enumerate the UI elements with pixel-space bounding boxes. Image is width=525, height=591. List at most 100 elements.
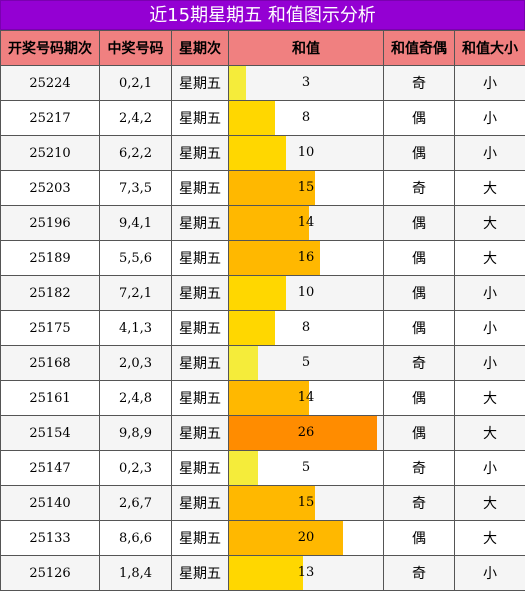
numbers-cell: 5,5,6 (100, 241, 172, 276)
weekday-cell: 星期五 (172, 171, 229, 206)
issue-cell: 25189 (1, 241, 100, 276)
header-weekday: 星期次 (172, 31, 229, 66)
numbers-cell: 0,2,1 (100, 66, 172, 101)
numbers-cell: 6,2,2 (100, 136, 172, 171)
weekday-cell: 星期五 (172, 416, 229, 451)
sum-value: 8 (229, 101, 383, 135)
header-parity: 和值奇偶 (384, 31, 455, 66)
issue-cell: 25140 (1, 486, 100, 521)
parity-cell: 偶 (384, 276, 455, 311)
size-cell: 大 (455, 241, 525, 276)
sum-cell: 15 (229, 486, 384, 521)
issue-cell: 25154 (1, 416, 100, 451)
parity-cell: 奇 (384, 451, 455, 486)
size-cell: 大 (455, 521, 525, 556)
size-cell: 大 (455, 381, 525, 416)
issue-cell: 25147 (1, 451, 100, 486)
issue-cell: 25182 (1, 276, 100, 311)
weekday-cell: 星期五 (172, 101, 229, 136)
issue-cell: 25196 (1, 206, 100, 241)
numbers-cell: 8,6,6 (100, 521, 172, 556)
parity-cell: 奇 (384, 346, 455, 381)
weekday-cell: 星期五 (172, 66, 229, 101)
parity-cell: 偶 (384, 521, 455, 556)
issue-cell: 25133 (1, 521, 100, 556)
sum-cell: 5 (229, 451, 384, 486)
sum-value: 14 (229, 381, 383, 415)
header-size: 和值大小 (455, 31, 525, 66)
parity-cell: 偶 (384, 241, 455, 276)
numbers-cell: 2,4,8 (100, 381, 172, 416)
weekday-cell: 星期五 (172, 451, 229, 486)
parity-cell: 偶 (384, 206, 455, 241)
sum-value: 10 (229, 136, 383, 170)
weekday-cell: 星期五 (172, 206, 229, 241)
parity-cell: 偶 (384, 311, 455, 346)
header-row: 开奖号码期次 中奖号码 星期次 和值 和值奇偶 和值大小 (1, 31, 525, 66)
parity-cell: 奇 (384, 171, 455, 206)
header-issue: 开奖号码期次 (1, 31, 100, 66)
parity-cell: 偶 (384, 101, 455, 136)
size-cell: 小 (455, 101, 525, 136)
sum-cell: 16 (229, 241, 384, 276)
size-cell: 大 (455, 416, 525, 451)
weekday-cell: 星期五 (172, 486, 229, 521)
parity-cell: 偶 (384, 416, 455, 451)
issue-cell: 25126 (1, 556, 100, 591)
sum-value: 13 (229, 556, 383, 590)
issue-cell: 25168 (1, 346, 100, 381)
size-cell: 小 (455, 66, 525, 101)
sum-cell: 14 (229, 206, 384, 241)
numbers-cell: 2,6,7 (100, 486, 172, 521)
sum-cell: 13 (229, 556, 384, 591)
numbers-cell: 4,1,3 (100, 311, 172, 346)
parity-cell: 奇 (384, 486, 455, 521)
sum-value: 16 (229, 241, 383, 275)
weekday-cell: 星期五 (172, 311, 229, 346)
numbers-cell: 2,0,3 (100, 346, 172, 381)
size-cell: 小 (455, 276, 525, 311)
numbers-cell: 9,4,1 (100, 206, 172, 241)
weekday-cell: 星期五 (172, 276, 229, 311)
size-cell: 大 (455, 486, 525, 521)
size-cell: 大 (455, 171, 525, 206)
weekday-cell: 星期五 (172, 521, 229, 556)
size-cell: 小 (455, 136, 525, 171)
issue-cell: 25203 (1, 171, 100, 206)
parity-cell: 奇 (384, 66, 455, 101)
sum-value: 15 (229, 171, 383, 205)
issue-cell: 25224 (1, 66, 100, 101)
sum-cell: 10 (229, 136, 384, 171)
parity-cell: 奇 (384, 556, 455, 591)
size-cell: 小 (455, 346, 525, 381)
issue-cell: 25161 (1, 381, 100, 416)
weekday-cell: 星期五 (172, 136, 229, 171)
sum-value: 20 (229, 521, 383, 555)
weekday-cell: 星期五 (172, 346, 229, 381)
size-cell: 小 (455, 451, 525, 486)
weekday-cell: 星期五 (172, 381, 229, 416)
numbers-cell: 9,8,9 (100, 416, 172, 451)
sum-value: 5 (229, 451, 383, 485)
sum-cell: 20 (229, 521, 384, 556)
size-cell: 小 (455, 311, 525, 346)
sum-value: 8 (229, 311, 383, 345)
sum-cell: 8 (229, 101, 384, 136)
sum-cell: 8 (229, 311, 384, 346)
numbers-cell: 2,4,2 (100, 101, 172, 136)
header-numbers: 中奖号码 (100, 31, 172, 66)
sum-value: 3 (229, 66, 383, 100)
